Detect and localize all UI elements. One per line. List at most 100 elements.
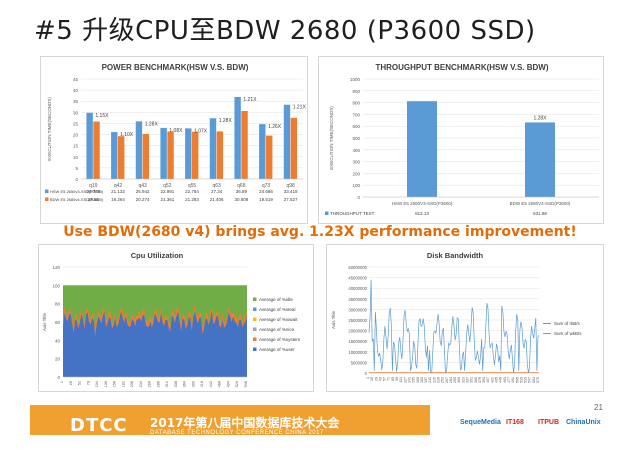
y-tick-label: 35 xyxy=(73,99,79,104)
y-tick-label: 1000 xyxy=(350,77,361,82)
chart-title: POWER BENCHMARK(HSW V.S. BDW) xyxy=(102,63,249,72)
y-tick-label: 0 xyxy=(75,177,78,182)
x-tick-label: 312 xyxy=(165,381,169,387)
x-tick-label: 127 xyxy=(403,377,407,383)
table-value: 21.132 xyxy=(111,189,125,194)
y-tick-label: 25 xyxy=(73,121,79,126)
y-tick-label: 15000000 xyxy=(348,339,367,344)
table-value: 27.34 xyxy=(211,189,223,194)
speedup-label: 1.08X xyxy=(169,128,183,134)
y-tick-label: 0 xyxy=(357,195,360,200)
sponsor-it168: IT168 xyxy=(506,419,524,426)
y-tick-label: 700 xyxy=(352,112,360,117)
x-tick-label: 547 xyxy=(528,377,532,383)
legend-label: Average of %idle xyxy=(259,297,293,302)
y-tick-label: 100 xyxy=(52,283,60,288)
x-tick-label: 85 xyxy=(391,377,395,381)
x-tick-label: 286 xyxy=(156,381,160,387)
x-tick-label: 365 xyxy=(474,377,478,383)
footer-banner: DTCC 2017年第八届中国数据库技术大会 DATABASE TECHNOLO… xyxy=(30,405,430,436)
x-tick-label: 43 xyxy=(378,377,382,381)
y-tick-label: 60 xyxy=(55,320,61,325)
y-tick-label: 40 xyxy=(73,88,79,93)
legend-label: HSW E5 2650v3-SSD(P3600) xyxy=(50,189,104,194)
slide-title: #5 升级CPU至BDW 2680 (P3600 SSD) xyxy=(34,16,536,46)
y-tick-label: 15 xyxy=(73,144,79,149)
y-tick-label: 80 xyxy=(55,302,61,307)
x-tick-label: 338 xyxy=(174,381,178,387)
x-tick-label: q55 xyxy=(188,183,197,189)
table-value: 33.418 xyxy=(284,189,298,194)
x-tick-label: 208 xyxy=(130,381,134,387)
y-tick-label: 10 xyxy=(73,155,79,160)
y-tick-label: 300 xyxy=(352,160,360,165)
x-tick-label: 494 xyxy=(226,381,230,387)
legend-label: Average of %steal xyxy=(259,307,295,312)
bar-bdw xyxy=(241,110,248,179)
sponsor-itpub: ITPUB xyxy=(538,419,559,426)
x-tick-label: 1 xyxy=(60,381,64,383)
bar-bdw xyxy=(167,131,174,179)
throughput-benchmark-chart: THROUGHPUT BENCHMARK(HSW V.S. BDW) 0 100 20… xyxy=(325,63,599,216)
x-tick-label: 421 xyxy=(490,377,494,383)
legend-label: BDW E5 2680v4-SSD(P3600) xyxy=(50,197,104,202)
y-axis-label: EXECUTION TIME(SECONDS) xyxy=(329,106,334,170)
legend-label: Average of %nice xyxy=(259,327,295,332)
x-tick-label: 390 xyxy=(191,381,195,387)
line-read xyxy=(368,279,540,375)
bar-bdw xyxy=(142,133,150,179)
x-tick-label: 505 xyxy=(515,377,519,383)
x-tick-label: 309 xyxy=(457,377,461,383)
x-tick-label: 141 xyxy=(407,377,411,383)
y-tick-label: 20000000 xyxy=(348,329,367,334)
x-tick-label: 78 xyxy=(86,381,90,385)
x-tick-label: q19 xyxy=(89,183,98,189)
bar-bdw xyxy=(290,117,298,179)
throughput-benchmark-panel: THROUGHPUT BENCHMARK(HSW V.S. BDW) 0 100 20… xyxy=(318,56,604,224)
bar-hsw xyxy=(86,112,93,179)
legend-swatch xyxy=(253,337,257,341)
sponsor-sequemedia: SequeMedia xyxy=(460,419,501,426)
chart-title: Disk Bandwidth xyxy=(427,251,484,260)
y-tick-label: 100 xyxy=(352,183,360,188)
y-axis-label: Axis Title xyxy=(42,313,47,332)
legend-swatch xyxy=(253,347,257,351)
y-tick-label: 5 xyxy=(75,166,78,171)
x-tick-label: 253 xyxy=(441,377,445,383)
x-tick-label: 468 xyxy=(218,381,222,387)
x-tick-label: 234 xyxy=(139,381,143,387)
x-tick-label: 281 xyxy=(449,377,453,383)
cpu-utilization-chart: Cpu Utilization 0 20 40 60 80 100 120 Axis Title… xyxy=(42,251,300,387)
dtcc-logo: DTCC xyxy=(70,415,128,436)
x-tick-label: 520 xyxy=(235,381,239,387)
bar-bdw xyxy=(118,136,125,179)
sponsor-chinaunix: ChinaUnix xyxy=(566,419,601,426)
y-tick-label: 900 xyxy=(352,89,360,94)
y-tick-label: 0 xyxy=(365,371,368,376)
speedup-label: 1.07X xyxy=(194,128,208,134)
bar-hsw xyxy=(185,128,192,179)
x-tick-label: 52 xyxy=(78,381,82,385)
x-tick-label: 155 xyxy=(412,377,416,383)
x-tick-label: 113 xyxy=(399,377,403,383)
table-value: 19.264 xyxy=(111,197,125,202)
speedup-label: 1.21X xyxy=(243,97,257,103)
table-value: 21.406 xyxy=(210,197,224,202)
y-tick-label: 30 xyxy=(73,110,79,115)
y-tick-label: 30000000 xyxy=(348,307,367,312)
x-tick-label: 337 xyxy=(466,377,470,383)
y-axis-label: EXECUTION TIME(SECONDS) xyxy=(47,97,52,161)
x-tick-label: q42 xyxy=(114,183,123,189)
y-axis-label: Axis Title xyxy=(331,311,336,330)
legend-swatch xyxy=(45,189,49,193)
bar-throughput xyxy=(407,101,437,197)
legend-swatch xyxy=(253,317,257,321)
x-tick-label: 29 xyxy=(374,377,378,381)
table-value: 19.519 xyxy=(259,197,273,202)
x-tick-label: q98 xyxy=(286,183,295,189)
bar-throughput xyxy=(525,122,555,197)
x-tick-label: 416 xyxy=(200,381,204,387)
page-number: 21 xyxy=(594,403,603,412)
x-tick-label: 99 xyxy=(395,377,399,381)
disk-bandwidth-chart: Disk Bandwidth 0 5000000 10000000 15000000 20… xyxy=(331,251,582,383)
